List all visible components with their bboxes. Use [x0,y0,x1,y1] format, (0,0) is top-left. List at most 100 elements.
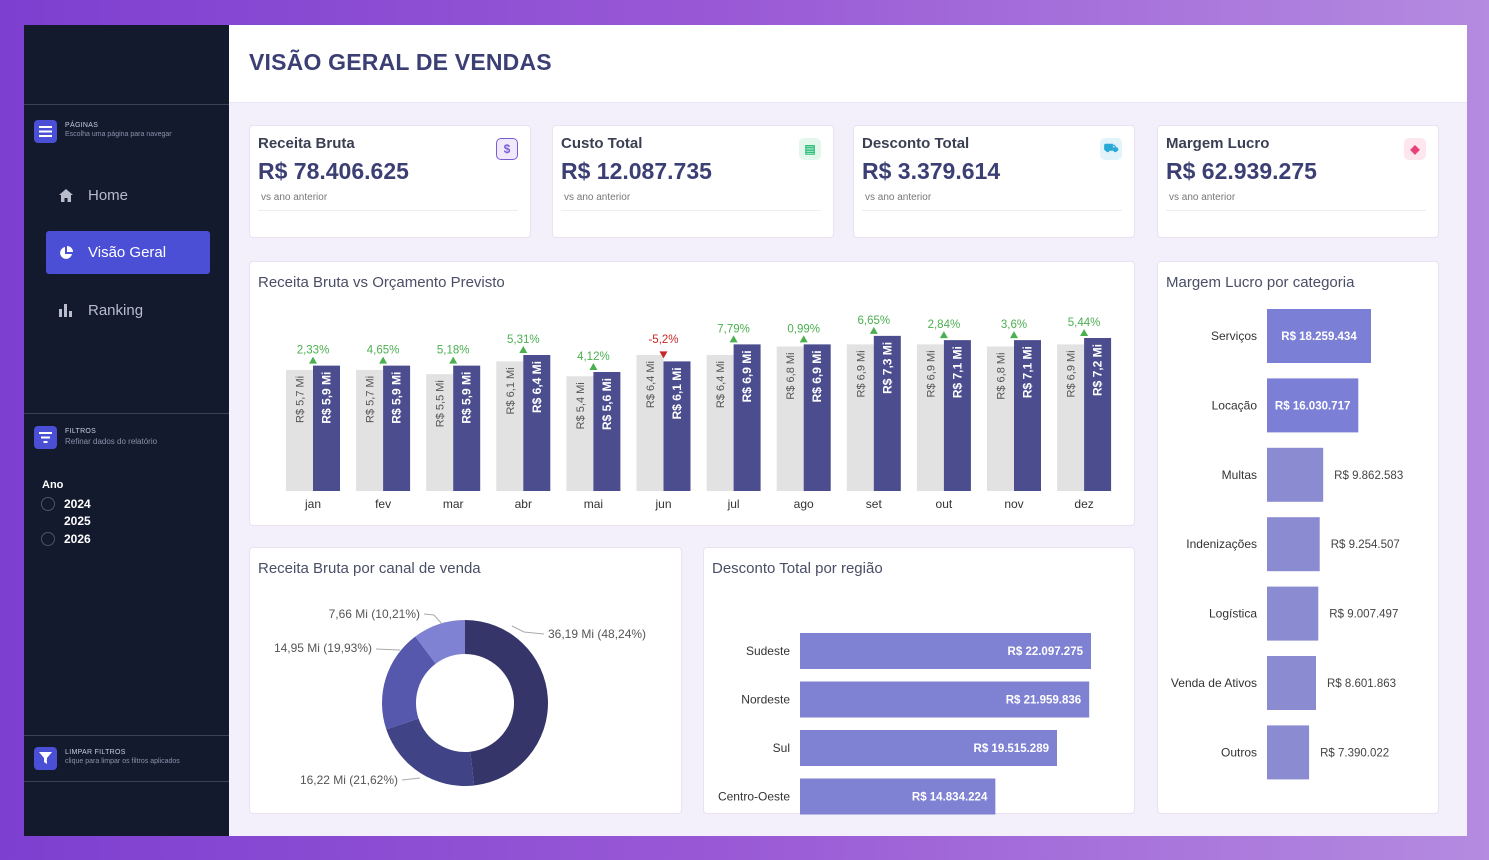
kpi-subtitle: vs ano anterior [261,192,328,203]
filters-title: FILTROS [65,428,97,435]
year-option-label: 2026 [64,532,91,546]
up-arrow-icon [1080,329,1089,336]
kpi-value: R$ 62.939.275 [1166,158,1317,184]
nav-item-visao-geral[interactable]: Visão Geral [46,231,210,274]
budget-bar [496,361,524,491]
category-bar [1267,378,1359,433]
month-tick-label: nov [1004,497,1023,511]
month-tick-label: ago [794,497,814,511]
budget-data-label: R$ 6,4 Mi [645,361,657,408]
clear-filters-button[interactable]: LIMPAR FILTROS clique para limpar os fil… [34,747,180,770]
revenue-by-channel-chart: 36,19 Mi (48,24%) 16,22 Mi (21,62%) 14,95 … [274,607,646,787]
divider [24,735,229,736]
region-tick-label: Nordeste [741,693,790,707]
budget-bar [846,344,874,491]
month-tick-label: jul [727,497,740,511]
donut-slice [386,718,475,786]
revenue-bar [1014,340,1041,491]
page-title: VISÃO GERAL DE VENDAS [249,49,552,75]
month-tick-label: abr [515,497,532,511]
monthly-revenue-chart: R$ 5,7 Mi R$ 5,9 Mi 2,33% jan R$ 5,7 Mi R$ 5,… [286,315,1112,511]
leader-line [423,613,443,625]
variation-label: 4,12% [577,351,610,363]
revenue-bar [523,355,551,491]
budget-data-label: R$ 6,9 Mi [1066,350,1078,397]
category-tick-label: Outros [1221,745,1257,759]
category-data-label: R$ 16.030.717 [1275,400,1350,412]
filters-section-header: FILTROS Refinar dados do relatório [34,426,157,449]
down-arrow-icon [659,351,668,359]
month-tick-label: dez [1074,497,1093,511]
donut-slice [465,620,549,786]
menu-icon [34,120,57,143]
year-option-2024[interactable]: 2024 [41,497,91,511]
nav-item-home[interactable]: Home [46,174,210,217]
chart-title: Receita Bruta por canal de venda [258,560,481,577]
slice-data-label: 14,95 Mi (19,93%) [274,641,372,655]
revenue-bar [593,372,621,491]
budget-data-label: R$ 6,9 Mi [925,350,937,397]
revenue-by-channel-chart-card: Receita Bruta por canal de venda 36,19 M… [249,547,682,814]
kpi-value: R$ 3.379.614 [862,158,1001,184]
region-bar [800,681,1090,718]
revenue-bar [1084,338,1112,491]
revenue-data-label: R$ 7,3 Mi [880,342,894,394]
budget-data-label: R$ 5,7 Mi [295,376,307,423]
region-tick-label: Centro-Oeste [718,790,790,804]
dashboard-frame: PÁGINAS Escolha uma página para navegar … [24,25,1467,836]
budget-bar [356,369,384,491]
chart-title: Receita Bruta vs Orçamento Previsto [258,274,505,291]
kpi-title: Custo Total [561,135,643,152]
region-data-label: R$ 22.097.275 [1008,646,1084,658]
revenue-bar [943,340,971,491]
revenue-data-label: R$ 5,9 Mi [460,372,474,424]
region-data-label: R$ 21.959.836 [1006,695,1081,707]
bar-chart-icon [58,303,74,319]
kpi-subtitle: vs ano anterior [564,192,631,203]
category-bar [1267,725,1310,780]
budget-bar [916,344,944,491]
variation-label: 7,79% [717,323,750,335]
kpi-title: Margem Lucro [1166,135,1270,152]
month-tick-label: out [936,497,953,511]
cart-icon: ⛟ [1100,138,1122,160]
variation-label: 2,33% [297,345,330,357]
revenue-data-label: R$ 7,1 Mi [1021,346,1035,398]
year-option-2026[interactable]: 2026 [41,532,91,546]
budget-data-label: R$ 6,9 Mi [855,350,867,397]
variation-label: 6,65% [857,315,890,327]
divider [24,413,229,414]
box-icon: ▤ [799,138,821,160]
leader-line [401,777,421,781]
region-tick-label: Sul [773,741,790,755]
variation-label: 0,99% [787,323,820,335]
revenue-data-label: R$ 6,1 Mi [670,367,684,419]
kpi-title: Desconto Total [862,135,970,152]
category-tick-label: Indenizações [1186,537,1257,551]
budget-data-label: R$ 5,7 Mi [365,376,377,423]
category-data-label: R$ 8.601.863 [1327,678,1396,690]
radio-button[interactable] [41,497,55,511]
revenue-bar [733,344,761,491]
kpi-subtitle: vs ano anterior [865,192,932,203]
revenue-bar [803,344,831,491]
profit-by-category-chart-card: Margem Lucro por categoria Serviços R$ 18… [1157,261,1439,814]
budget-bar [1057,344,1085,491]
radio-button[interactable] [41,532,55,546]
revenue-data-label: R$ 5,9 Mi [390,372,404,424]
variation-label: 4,65% [367,345,400,357]
kpi-card-custo-total: Custo Total R$ 12.087.735 vs ano anterio… [552,125,834,238]
variation-label: 5,44% [1068,317,1101,329]
budget-bar [776,346,804,491]
month-tick-label: jun [654,497,671,511]
clear-filters-title: LIMPAR FILTROS [65,749,126,756]
radio-button[interactable] [41,514,55,528]
budget-data-label: R$ 6,8 Mi [785,353,797,400]
revenue-bar [663,361,691,491]
category-tick-label: Serviços [1211,329,1257,343]
up-arrow-icon [869,326,878,334]
nav-item-ranking[interactable]: Ranking [46,289,210,332]
year-option-2025[interactable]: 2025 [41,514,91,528]
budget-data-label: R$ 6,8 Mi [996,353,1008,400]
variation-label: 5,31% [507,334,540,346]
